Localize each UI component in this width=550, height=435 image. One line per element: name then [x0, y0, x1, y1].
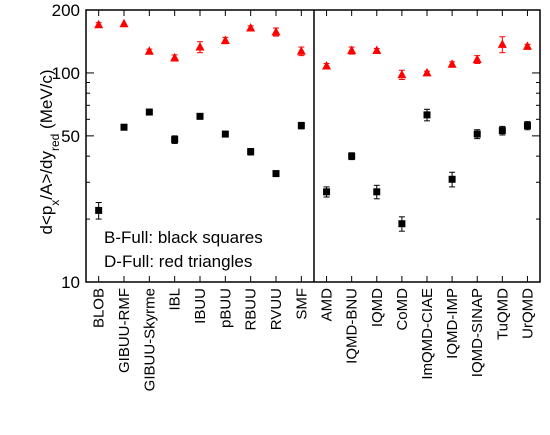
b-full-point: [498, 127, 506, 135]
category-label: IQMD-BNU: [344, 288, 361, 364]
b-full-point: [272, 170, 280, 178]
d-full-point: [497, 39, 507, 48]
y-tick-label: 200: [52, 1, 80, 20]
category-label: GIBUU-RMF: [116, 288, 133, 373]
category-label: ImQMD-CIAE: [419, 288, 436, 380]
category-label: IQMD-IMP: [444, 288, 461, 359]
b-full-point: [171, 136, 179, 144]
b-full-point: [145, 108, 153, 116]
b-full-point: [448, 175, 456, 183]
b-full-point: [120, 123, 128, 131]
d-full-point: [170, 52, 180, 62]
category-label: IBL: [167, 288, 184, 311]
d-full-point: [397, 69, 407, 79]
category-label: RBUU: [243, 288, 260, 331]
plot-axes: [85, 9, 541, 283]
b-full-point: [297, 122, 305, 130]
category-label: IQMD-SINAP: [469, 288, 486, 377]
d-full-point: [347, 45, 357, 55]
category-label: IQMD: [369, 288, 386, 327]
b-full-point: [423, 111, 431, 119]
b-full-point: [323, 188, 331, 196]
category-label: SMF: [293, 288, 310, 320]
b-full-point: [95, 206, 103, 214]
legend-entry-b-full: B-Full: black squares: [104, 228, 263, 247]
category-label: TuQMD: [494, 288, 511, 340]
b-full-point: [523, 122, 531, 130]
b-full-point: [348, 152, 356, 160]
d-full-point: [271, 26, 281, 36]
d-full-point: [119, 18, 129, 28]
b-full-point: [398, 220, 406, 228]
category-label: pBUU: [217, 288, 234, 328]
category-label: AMD: [319, 288, 336, 322]
d-full-point: [220, 35, 230, 44]
plot-frame: [85, 9, 541, 283]
d-full-point: [322, 60, 332, 70]
legend: B-Full: black squares D-Full: red triang…: [104, 228, 263, 271]
y-tick-label: 10: [61, 273, 80, 292]
b-full-point: [221, 130, 229, 138]
category-label: GIBUU-Skyrme: [141, 288, 158, 391]
d-full-point: [195, 42, 205, 51]
d-full-point: [144, 46, 154, 55]
b-full-point: [247, 148, 255, 156]
y-tick-label: 50: [61, 127, 80, 146]
b-full-point: [373, 188, 381, 196]
data-marks: [94, 18, 532, 232]
category-label: BLOB: [91, 288, 108, 328]
d-full-point: [472, 54, 482, 63]
category-label: RVUU: [268, 288, 285, 330]
category-label: UrQMD: [519, 288, 536, 339]
b-full-point: [473, 130, 481, 138]
category-label: IBUU: [192, 288, 209, 324]
d-full-point: [372, 45, 382, 55]
y-axis-label: d<px/A>/dyred (MeV/c): [37, 69, 62, 234]
tick-labels: 10 50 100 200 BLOB GIBUU-RMF GIBUU-Skyrme IBL IB…: [52, 1, 537, 391]
category-label: CoMD: [394, 288, 411, 331]
d-full-point: [447, 59, 457, 68]
b-full-point: [196, 112, 204, 120]
d-full-point: [94, 19, 104, 29]
d-full-point: [522, 41, 532, 50]
legend-entry-d-full: D-Full: red triangles: [104, 252, 252, 271]
d-full-point: [296, 46, 306, 55]
d-full-point: [422, 67, 432, 77]
d-full-point: [246, 23, 256, 32]
y-tick-label: 100: [52, 64, 80, 83]
